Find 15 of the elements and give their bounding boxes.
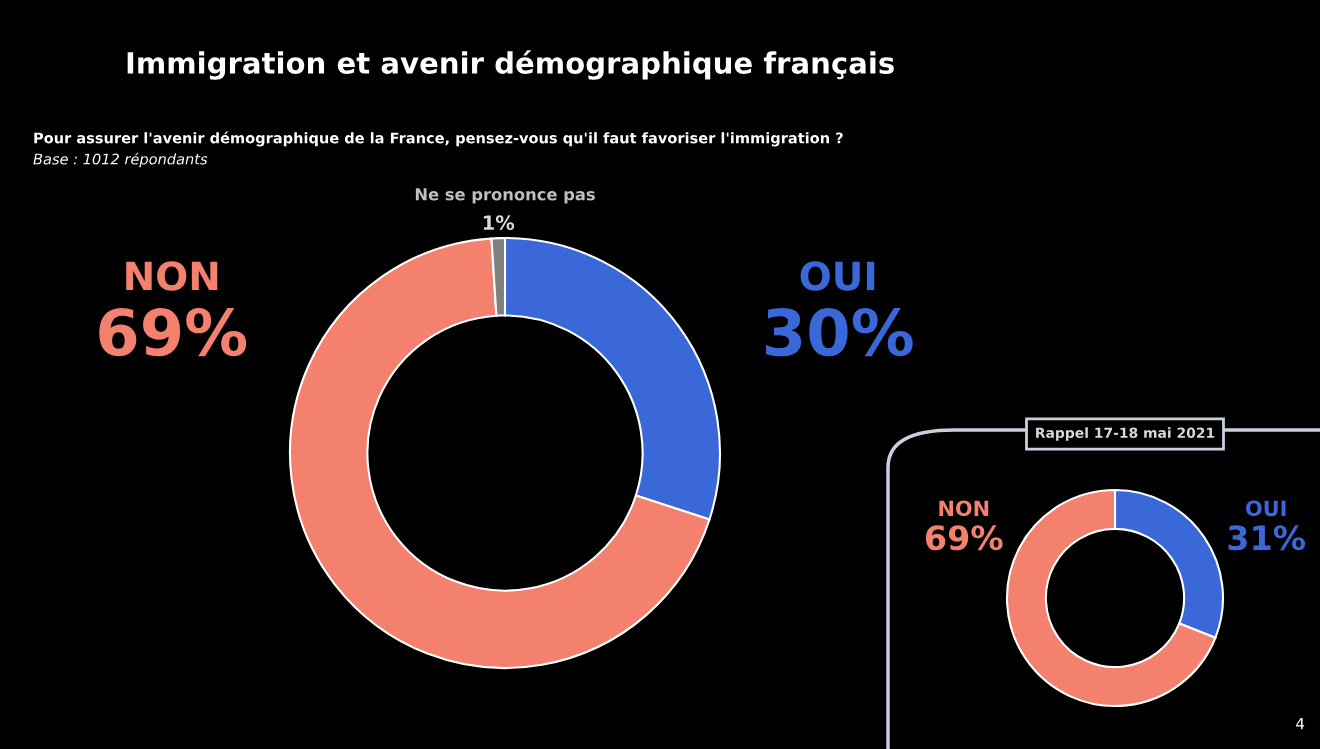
slice-label: NON bbox=[939, 500, 989, 517]
chart-subtitle: Pour assurer l'avenir démographique de la France, pensez-vous qu'il faut favoriser l'immigration ? bbox=[34, 131, 843, 147]
data-label: 31% bbox=[1228, 525, 1306, 551]
chart-title: Immigration et avenir démographique français bbox=[127, 50, 894, 80]
slice-label: OUI bbox=[800, 261, 875, 291]
text: Base : 1012 répondants bbox=[33, 152, 208, 168]
data-label: 1% bbox=[483, 215, 515, 231]
slice-label: Ne se prononce pas bbox=[415, 188, 595, 204]
slice-label: OUI bbox=[1246, 500, 1286, 517]
text: 4 bbox=[1296, 718, 1305, 730]
slice-label: NON bbox=[126, 261, 218, 291]
data-label: 69% bbox=[99, 307, 247, 357]
chart-title: Rappel 17-18 mai 2021 bbox=[1036, 427, 1215, 441]
data-label: 30% bbox=[766, 307, 913, 357]
data-label: 69% bbox=[925, 525, 1003, 551]
